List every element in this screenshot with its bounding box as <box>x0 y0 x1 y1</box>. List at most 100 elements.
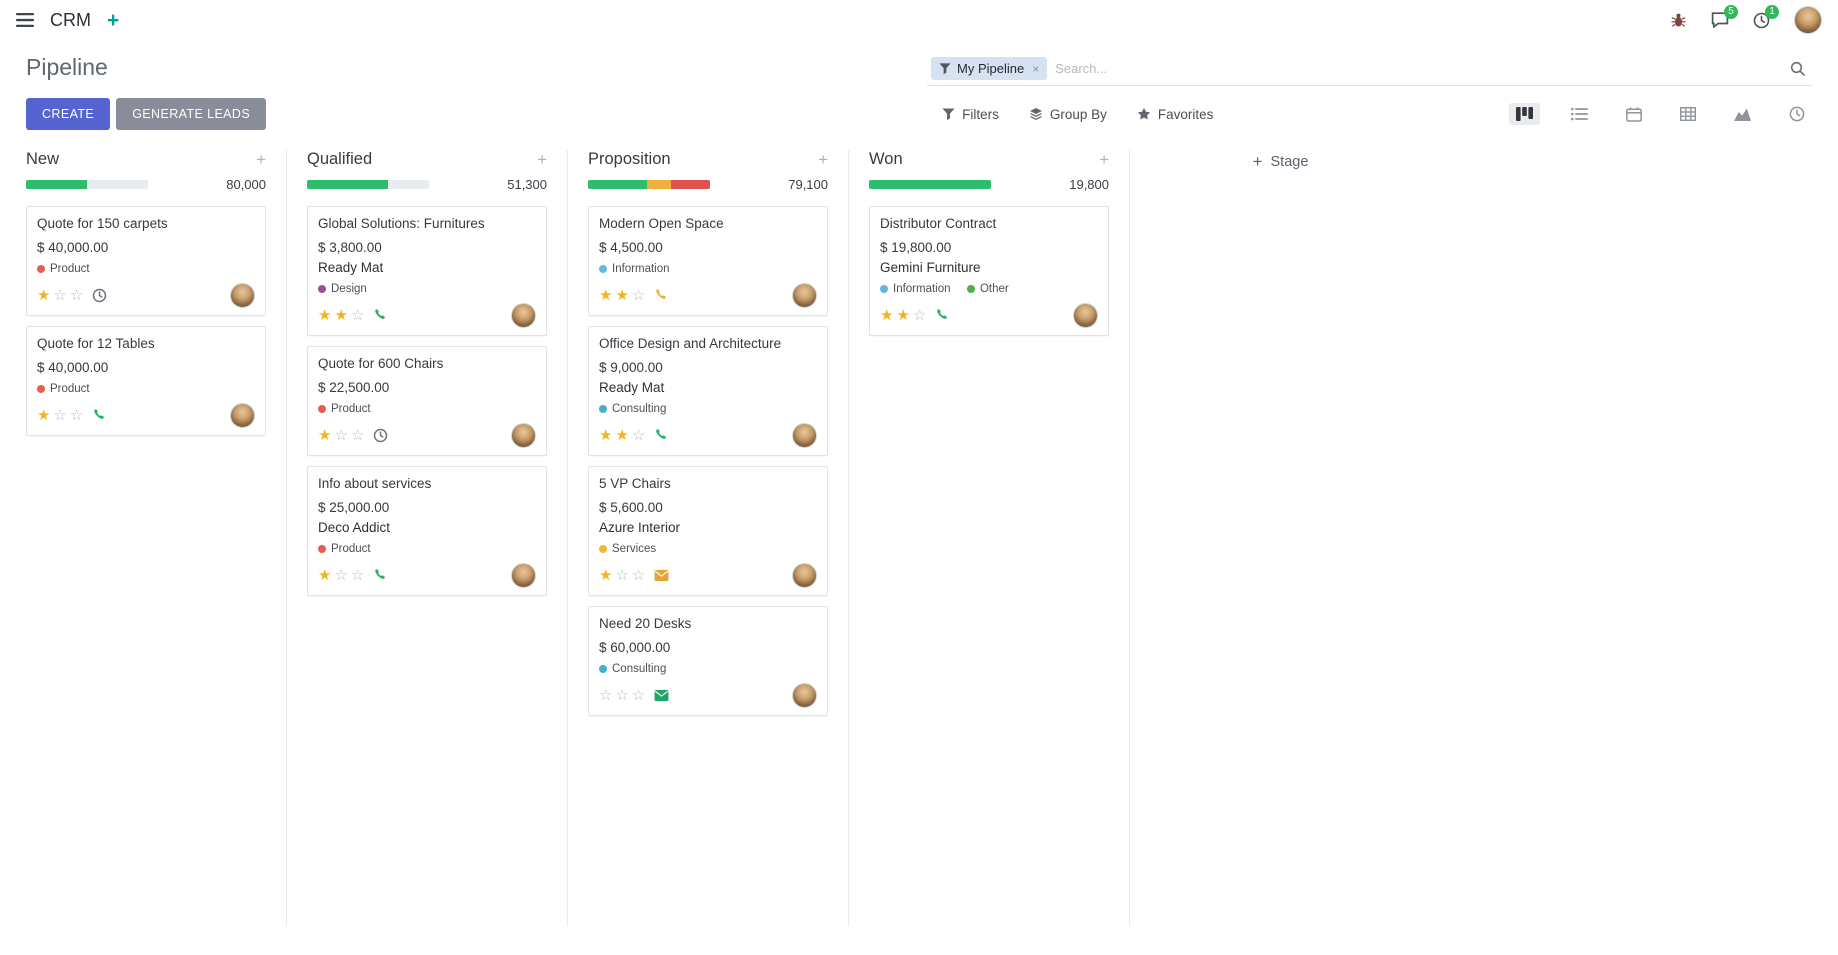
column-title[interactable]: Qualified <box>307 150 373 168</box>
kanban-card[interactable]: Info about services $ 25,000.00 Deco Add… <box>307 465 547 596</box>
progress-segment[interactable] <box>670 180 710 189</box>
group-by-menu[interactable]: Group By <box>1029 107 1107 122</box>
phone-icon[interactable] <box>92 408 106 422</box>
priority-stars[interactable]: ★ ★ ☆ <box>318 306 365 324</box>
user-avatar[interactable] <box>1794 6 1822 34</box>
progress-segment[interactable] <box>307 180 388 189</box>
progress-segment[interactable] <box>869 180 991 189</box>
view-switcher <box>1509 102 1812 126</box>
search-icon[interactable] <box>1790 61 1806 77</box>
quick-create-icon[interactable]: + <box>818 150 828 169</box>
phone-icon[interactable] <box>654 428 668 442</box>
card-amount: $ 25,000.00 <box>318 499 390 515</box>
progress-segment[interactable] <box>646 180 671 189</box>
card-partner: Gemini Furniture <box>880 259 981 275</box>
tag-label: Product <box>50 382 90 395</box>
avatar[interactable] <box>792 562 817 588</box>
avatar[interactable] <box>230 282 255 308</box>
priority-stars[interactable]: ★ ☆ ☆ <box>599 566 646 584</box>
priority-stars[interactable]: ☆ ☆ ☆ <box>599 686 646 704</box>
card-amount: $ 40,000.00 <box>37 359 109 375</box>
priority-stars[interactable]: ★ ★ ☆ <box>599 286 646 304</box>
priority-stars[interactable]: ★ ☆ ☆ <box>318 566 365 584</box>
kanban-card[interactable]: Quote for 150 carpets $ 40,000.00 Produc… <box>26 206 266 316</box>
tag: Consulting <box>599 403 666 415</box>
phone-icon[interactable] <box>373 308 387 322</box>
phone-icon[interactable] <box>654 288 668 302</box>
activities-badge: 1 <box>1765 4 1779 19</box>
app-name[interactable]: CRM <box>50 9 91 30</box>
generate-leads-button[interactable]: GENERATE LEADS <box>116 98 267 130</box>
tag: Information <box>880 283 951 295</box>
kanban-card[interactable]: Office Design and Architecture $ 9,000.0… <box>588 325 828 456</box>
card-amount: $ 5,600.00 <box>599 499 663 515</box>
priority-stars[interactable]: ★ ☆ ☆ <box>37 406 84 424</box>
add-icon[interactable]: + <box>107 8 120 32</box>
bug-icon[interactable] <box>1670 12 1687 29</box>
tag: Design <box>318 283 367 295</box>
tag: Product <box>318 403 371 415</box>
column-title[interactable]: Proposition <box>588 150 671 168</box>
layers-icon <box>1029 108 1042 120</box>
messages-icon[interactable]: 5 <box>1711 5 1738 28</box>
priority-stars[interactable]: ★ ☆ ☆ <box>318 426 365 444</box>
kanban-card[interactable]: Distributor Contract $ 19,800.00 Gemini … <box>869 206 1109 336</box>
search-area: My Pipeline × <box>927 54 1812 86</box>
create-button[interactable]: CREATE <box>26 98 111 130</box>
clock-icon[interactable] <box>92 288 107 303</box>
plus-icon: + <box>1252 152 1263 171</box>
quick-create-icon[interactable]: + <box>1099 150 1109 169</box>
avatar[interactable] <box>511 422 536 448</box>
activity-view-icon[interactable] <box>1782 102 1812 126</box>
card-amount: $ 4,500.00 <box>599 239 663 255</box>
kanban-column-proposition: Proposition + 79,100 Modern Open Space $… <box>588 150 849 926</box>
avatar[interactable] <box>792 422 817 448</box>
avatar[interactable] <box>1073 302 1098 328</box>
graph-view-icon[interactable] <box>1727 103 1758 125</box>
kanban-card[interactable]: Global Solutions: Furnitures $ 3,800.00 … <box>307 206 547 336</box>
column-progressbar[interactable] <box>26 180 148 189</box>
progress-segment[interactable] <box>26 180 87 189</box>
column-title[interactable]: New <box>26 150 60 168</box>
column-title[interactable]: Won <box>869 150 903 168</box>
add-stage-button[interactable]: + Stage <box>1253 153 1309 170</box>
kanban-view-icon[interactable] <box>1509 103 1540 125</box>
search-bar[interactable]: My Pipeline × <box>927 54 1812 86</box>
card-title: Info about services <box>318 475 432 491</box>
facet-remove-icon[interactable]: × <box>1032 61 1040 76</box>
tag-label: Product <box>50 262 90 275</box>
avatar[interactable] <box>511 302 536 328</box>
kanban-card[interactable]: Quote for 600 Chairs $ 22,500.00 Product… <box>307 345 547 456</box>
activities-clock-icon[interactable]: 1 <box>1753 4 1779 29</box>
priority-stars[interactable]: ★ ★ ☆ <box>599 426 646 444</box>
pivot-view-icon[interactable] <box>1673 103 1703 125</box>
column-progressbar[interactable] <box>588 180 710 189</box>
avatar[interactable] <box>230 402 255 428</box>
search-input[interactable] <box>1047 57 1790 80</box>
favorites-menu[interactable]: Favorites <box>1137 107 1213 122</box>
envelope-icon[interactable] <box>654 569 669 582</box>
avatar[interactable] <box>792 682 817 708</box>
phone-icon[interactable] <box>373 568 387 582</box>
card-partner: Ready Mat <box>599 379 665 395</box>
priority-stars[interactable]: ★ ★ ☆ <box>880 306 927 324</box>
kanban-card[interactable]: Quote for 12 Tables $ 40,000.00 Product … <box>26 325 266 436</box>
avatar[interactable] <box>792 282 817 308</box>
avatar[interactable] <box>511 562 536 588</box>
column-progressbar[interactable] <box>869 180 991 189</box>
hamburger-menu-icon[interactable] <box>16 13 34 27</box>
kanban-card[interactable]: Need 20 Desks $ 60,000.00 Consulting ☆ ☆ ☆ <box>588 605 828 716</box>
calendar-view-icon[interactable] <box>1619 103 1649 126</box>
filters-menu[interactable]: Filters <box>942 107 999 122</box>
quick-create-icon[interactable]: + <box>256 150 266 169</box>
clock-icon[interactable] <box>373 428 388 443</box>
progress-segment[interactable] <box>588 180 647 189</box>
list-view-icon[interactable] <box>1564 103 1595 125</box>
column-progressbar[interactable] <box>307 180 429 189</box>
kanban-card[interactable]: Modern Open Space $ 4,500.00 Information… <box>588 206 828 316</box>
priority-stars[interactable]: ★ ☆ ☆ <box>37 286 84 304</box>
quick-create-icon[interactable]: + <box>537 150 547 169</box>
kanban-card[interactable]: 5 VP Chairs $ 5,600.00 Azure Interior Se… <box>588 465 828 596</box>
phone-icon[interactable] <box>935 308 949 322</box>
envelope-icon[interactable] <box>654 689 669 702</box>
